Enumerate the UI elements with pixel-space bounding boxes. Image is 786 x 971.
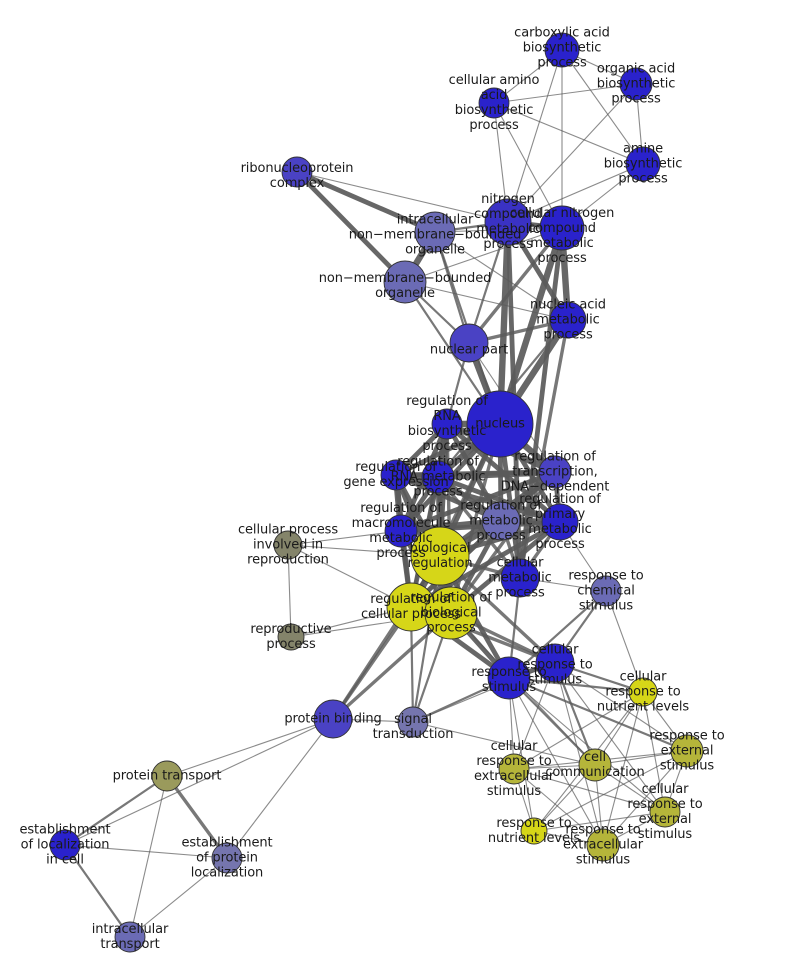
- graph-node-response_to_chemical_stimulus[interactable]: [590, 575, 622, 607]
- graph-edge: [449, 470, 557, 615]
- graph-node-cellular_response_to_stimulus[interactable]: [535, 643, 575, 683]
- graph-node-cellular_metabolic_process[interactable]: [500, 558, 540, 598]
- graph-edge: [507, 589, 608, 680]
- graph-edge: [554, 662, 666, 813]
- graph-edge: [63, 843, 132, 939]
- graph-node-cellular_response_to_nutrient_levels[interactable]: [628, 677, 658, 707]
- graph-node-regulation_of_metabolic_process[interactable]: [481, 501, 521, 541]
- graph-node-carboxylic_acid_biosynthetic_process[interactable]: [544, 32, 580, 68]
- graph-node-regulation_of_biological_process[interactable]: [424, 586, 478, 640]
- graph-edge: [496, 218, 512, 428]
- graph-node-cellular_process_involved_in_reproduction[interactable]: [273, 530, 303, 560]
- graph-edge: [508, 677, 604, 846]
- graph-node-regulation_of_rna_biosynthetic_process[interactable]: [431, 408, 463, 440]
- graph-node-establishment_of_protein_localization[interactable]: [211, 842, 243, 874]
- edge-layer: [63, 49, 689, 939]
- graph-node-response_to_nutrient_levels[interactable]: [520, 817, 548, 845]
- graph-node-cellular_response_to_external_stimulus[interactable]: [649, 796, 681, 828]
- graph-edge: [507, 83, 637, 223]
- graph-edge: [294, 169, 438, 235]
- graph-edge: [642, 691, 666, 813]
- graph-node-response_to_external_stimulus[interactable]: [670, 734, 704, 768]
- graph-edge: [63, 774, 169, 847]
- graph-edge: [287, 544, 292, 638]
- graph-edge: [513, 768, 604, 846]
- graph-node-response_to_extracellular_stimulus[interactable]: [586, 828, 620, 862]
- node-layer: [49, 32, 704, 953]
- graph-node-nitrogen_compound_metabolic_process[interactable]: [484, 198, 532, 246]
- graph-edge: [507, 163, 644, 223]
- graph-edge: [561, 49, 644, 165]
- graph-node-cellular_amino_acid_biosynthetic_process[interactable]: [478, 87, 510, 119]
- graph-node-regulation_of_primary_metabolic_process[interactable]: [541, 503, 579, 541]
- graph-edge: [493, 102, 563, 229]
- graph-edge: [434, 231, 569, 321]
- graph-edge: [294, 169, 408, 285]
- graph-node-protein_binding[interactable]: [313, 699, 353, 739]
- graph-edge: [508, 677, 535, 832]
- graph-edge: [398, 469, 558, 534]
- graph-edge: [507, 49, 563, 223]
- graph-edge: [64, 718, 334, 846]
- graph-node-non_membrane_bounded_organelle[interactable]: [383, 260, 427, 304]
- graph-node-organic_acid_biosynthetic_process[interactable]: [619, 67, 653, 101]
- graph-edge: [513, 691, 644, 770]
- graph-edge: [554, 662, 604, 846]
- graph-node-regulation_of_transcription_dna_dependent[interactable]: [538, 455, 572, 489]
- graph-node-establishment_of_localization_in_cell[interactable]: [49, 829, 81, 861]
- graph-node-regulation_of_rna_metabolic_process[interactable]: [421, 460, 455, 494]
- graph-edge: [129, 775, 168, 938]
- graph-edge: [393, 469, 558, 478]
- graph-node-reproductive_process[interactable]: [277, 623, 305, 651]
- graph-edge: [533, 811, 666, 832]
- graph-node-ribonucleoprotein_complex[interactable]: [281, 156, 313, 188]
- graph-node-regulation_of_macromolecule_metabolic_process[interactable]: [384, 514, 418, 548]
- graph-node-response_to_stimulus[interactable]: [487, 656, 531, 700]
- graph-edge: [165, 774, 229, 860]
- graph-node-signal_transduction[interactable]: [397, 706, 429, 738]
- graph-edge: [507, 676, 645, 694]
- graph-edge: [404, 227, 563, 283]
- graph-node-nucleic_acid_metabolic_process[interactable]: [549, 301, 587, 339]
- graph-edge: [404, 281, 569, 321]
- graph-node-amine_biosynthetic_process[interactable]: [625, 146, 661, 182]
- graph-node-cell_communication[interactable]: [578, 748, 612, 782]
- graph-node-protein_transport[interactable]: [151, 760, 183, 792]
- graph-edge: [533, 750, 688, 832]
- graph-edge: [507, 676, 689, 753]
- graph-edge: [129, 857, 228, 938]
- graph-node-cellular_response_to_extracellular_stimulus[interactable]: [498, 753, 530, 785]
- graph-node-biological_regulation[interactable]: [410, 526, 470, 586]
- graph-edge: [412, 721, 596, 766]
- graph-node-nuclear_part[interactable]: [449, 323, 489, 363]
- graph-node-regulation_of_gene_expression[interactable]: [380, 459, 412, 491]
- graph-edge: [554, 662, 688, 752]
- graph-node-nucleus[interactable]: [466, 390, 534, 458]
- graph-node-cellular_nitrogen_compound_metabolic_process[interactable]: [539, 205, 585, 251]
- graph-edge: [513, 768, 666, 813]
- graph-node-intracellular_non_membrane_bounded_organelle[interactable]: [414, 211, 456, 253]
- graph-edge: [287, 530, 402, 546]
- graph-edge: [64, 844, 228, 859]
- graph-edge: [518, 318, 570, 580]
- graph-node-intracellular_transport[interactable]: [114, 921, 146, 953]
- graph-edge: [166, 718, 334, 777]
- graph-edge: [493, 83, 637, 104]
- graph-edge: [412, 662, 556, 723]
- graph-edge: [226, 718, 334, 859]
- graph-edge: [493, 102, 644, 165]
- graph-edge: [296, 171, 509, 223]
- graph-edge: [605, 590, 644, 693]
